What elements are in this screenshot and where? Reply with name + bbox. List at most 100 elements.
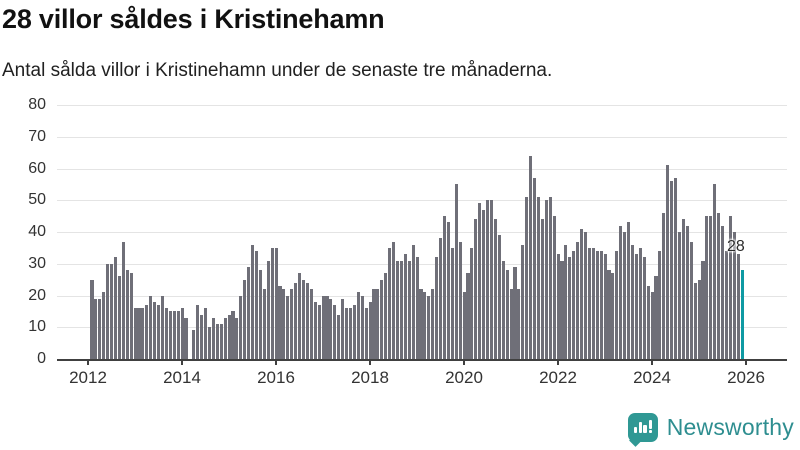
highlighted-bar [740,270,744,359]
gridline [57,105,787,106]
bar [376,289,380,359]
bar [384,273,388,359]
bar [125,270,129,359]
bar [364,308,368,359]
bar [619,225,623,359]
bar [270,247,274,359]
bar [298,273,302,359]
bar [630,244,635,359]
bar [536,197,541,359]
bar [576,241,580,359]
bar [552,216,556,359]
x-axis-tick-mark [275,360,277,365]
x-axis-tick-label: 2020 [445,368,483,387]
y-axis-tick-label: 20 [28,286,46,304]
bar [478,203,482,359]
bar [129,273,133,359]
bar [646,285,650,359]
bar [407,260,411,359]
bar [196,305,200,359]
bar [489,200,494,359]
bar [583,232,588,359]
bar [419,289,423,359]
bar [497,235,501,359]
bar [200,314,204,359]
last-value-annotation: 28 [727,238,745,255]
bar [243,279,247,359]
bar [399,260,403,359]
bar [356,292,360,359]
bar [458,241,462,359]
bar [176,311,180,359]
gridline [57,200,787,202]
bar [603,254,607,359]
y-axis-tick-label: 10 [28,318,46,336]
bar [560,260,564,359]
bar [102,292,106,359]
bar [439,238,443,359]
bar [247,266,251,359]
bar [341,298,345,359]
bar [368,301,372,359]
newsworthy-logo-text: Newsworthy [666,414,794,440]
page-title: 28 villor såldes i Kristinehamn [2,4,385,34]
bar [482,209,486,359]
bar [607,270,611,359]
bar [278,285,282,359]
bar [705,216,709,359]
x-axis-tick-label: 2014 [163,368,201,387]
bar [513,266,517,359]
bar [258,270,262,359]
bar [486,200,490,359]
x-axis-line [57,358,787,361]
bar [231,311,235,359]
x-axis-tick-mark [181,360,183,365]
bar [693,282,697,359]
bar [442,216,447,359]
bar [572,251,576,359]
bar [505,270,509,359]
bar [192,330,196,359]
bar [149,295,153,359]
bar [325,295,329,359]
bar [462,292,466,359]
y-axis-tick-label: 30 [28,254,46,272]
bar [662,212,666,359]
bar [521,244,525,359]
x-axis-tick-label: 2012 [69,368,107,387]
bar [724,251,729,359]
x-axis-tick-label: 2016 [257,368,295,387]
bar [184,317,188,359]
bar [235,317,239,359]
bar [313,301,317,359]
bar [372,289,376,359]
bar [685,225,689,359]
bar [674,178,678,359]
x-axis-tick-mark [651,360,653,365]
bar [411,244,415,359]
bar [294,282,298,359]
bar [548,197,552,359]
bar [564,244,568,359]
bar [525,197,529,359]
bar [697,279,701,359]
bar [509,289,513,359]
bar [160,295,165,359]
bar [153,301,157,359]
newsworthy-bar-chart-icon [627,413,658,447]
bar [650,292,654,359]
x-axis-tick-label: 2026 [727,368,765,387]
bar [180,308,184,359]
bar [282,289,286,359]
bar [732,232,736,359]
bar [689,241,693,359]
bar [556,254,560,359]
bar [580,228,584,359]
bar [395,260,400,359]
bar [435,257,439,359]
bar [333,305,337,359]
bar [329,298,333,359]
bar [301,279,306,359]
gridline [57,263,787,265]
bar [172,311,176,359]
